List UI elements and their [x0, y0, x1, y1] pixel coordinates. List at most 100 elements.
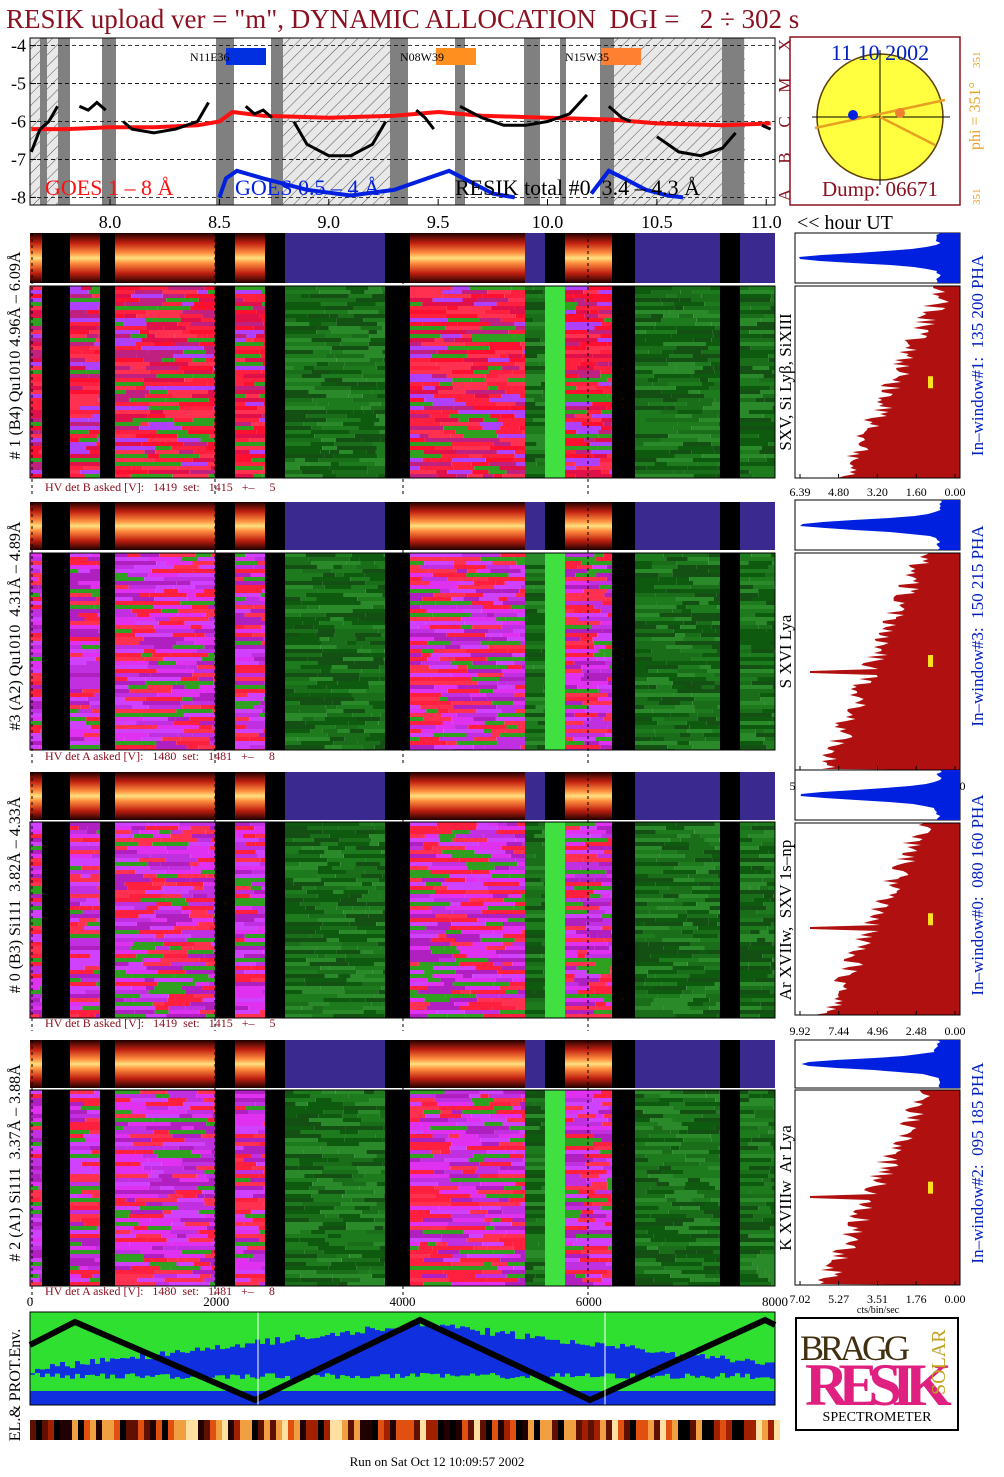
spectrum-cell: [213, 422, 215, 426]
spectrum-cell: [30, 886, 42, 890]
spectrum-cell: [160, 894, 182, 898]
spectrum-cell: [683, 637, 715, 641]
spectrum-cell: [635, 894, 663, 898]
spectrum-cell: [740, 898, 754, 902]
spectrum-cell: [603, 390, 612, 394]
spectrum-cell: [651, 1002, 688, 1006]
spectrum-cell: [525, 697, 545, 701]
spectrum-cell: [209, 1282, 215, 1286]
legend-entry: RESIK total #0 3.4 – 4.3 Å: [455, 175, 700, 200]
spectrum-cell: [471, 378, 485, 382]
spectrum-cell: [321, 1170, 358, 1174]
spectrum-cell: [285, 926, 321, 930]
spectrum-cell: [115, 418, 133, 422]
spectrum-cell: [383, 657, 385, 661]
spectrum-cell: [565, 729, 608, 733]
spectrum-cell: [536, 462, 545, 466]
spectrum-cell: [768, 442, 775, 446]
spectrum-cell: [30, 310, 42, 314]
spectrum-cell: [592, 402, 612, 406]
spectrum-cell: [336, 950, 361, 954]
spectrum-cell: [70, 1094, 100, 1098]
spectrum-cell: [410, 653, 422, 657]
spectrum-cell: [759, 930, 769, 934]
spectrum-cell: [173, 926, 194, 930]
spectrum-cell: [115, 402, 151, 406]
spectrum-cell: [177, 1274, 200, 1278]
spectrum-cell: [635, 302, 663, 306]
spectrum-cell: [302, 990, 345, 994]
spectrum-cell: [534, 990, 545, 994]
spectrum-cell: [172, 633, 196, 637]
spectrum-cell: [285, 334, 325, 338]
spectrum-cell: [381, 633, 385, 637]
spectrum-cell: [82, 1006, 100, 1010]
spectrum-cell: [694, 370, 715, 374]
spectrum-cell: [764, 454, 775, 458]
spectrum-cell: [326, 394, 349, 398]
spectrum-cell: [322, 1010, 364, 1014]
spectrum-cell: [708, 922, 718, 926]
spectrum-cell: [511, 286, 525, 290]
spectrum-cell: [70, 930, 100, 934]
spectrum-cell: [378, 878, 385, 882]
spectrum-cell: [683, 621, 697, 625]
spectrum-cell: [565, 310, 576, 314]
spectrum-cell: [740, 637, 768, 641]
spectrum-cell: [502, 621, 525, 625]
spectrum-cell: [410, 290, 443, 294]
spectrum-cell: [602, 322, 611, 326]
spectrum-cell: [331, 1098, 370, 1102]
spectrum-cell: [191, 834, 215, 838]
spectrum-cell: [533, 418, 545, 422]
spectrum-cell: [488, 386, 498, 390]
spectrum-cell: [144, 1258, 167, 1262]
spectrum-cell: [691, 613, 720, 617]
spectrum-cell: [338, 1214, 361, 1218]
spectrum-cell: [682, 442, 712, 446]
spectrum-cell: [194, 450, 215, 454]
spectrum-cell: [513, 906, 525, 910]
spectrum-cell: [157, 982, 196, 986]
spectrum-cell: [427, 978, 441, 982]
spectrum-cell: [565, 653, 574, 657]
spectrum-cell: [235, 410, 265, 414]
spectrum-cell: [70, 617, 85, 621]
spectrum-cell: [30, 894, 42, 898]
spectrum-cell: [298, 745, 325, 749]
spectrum-cell: [94, 850, 100, 854]
spectrum-cell: [740, 330, 750, 334]
spectrum-cell: [70, 665, 100, 669]
spectrum-cell: [256, 310, 265, 314]
spectrum-cell: [499, 733, 525, 737]
spectrum-cell: [648, 685, 657, 689]
spectrum-cell: [249, 737, 265, 741]
spectrum-cell: [495, 410, 525, 414]
spectrum-cell: [165, 858, 198, 862]
spectrum-cell: [635, 657, 652, 661]
plot-frame: [29, 37, 776, 206]
spectrum-cell: [115, 362, 150, 366]
spectrum-cell: [254, 557, 264, 561]
spectrum-cell: [261, 625, 265, 629]
spectrum-cell: [565, 358, 583, 362]
spectrum-cell: [472, 661, 497, 665]
spectrum-cell: [235, 330, 264, 334]
spectrum-cell: [652, 382, 669, 386]
spectrum-cell: [262, 302, 265, 306]
spectrum-cell: [516, 462, 525, 466]
legend-entry: GOES 1 – 8 Å: [45, 175, 173, 200]
spectrum-cell: [455, 430, 495, 434]
spectrum-cell: [82, 653, 100, 657]
spectrum-cell: [30, 1174, 41, 1178]
spectrum-cell: [740, 286, 750, 290]
spectrum-cell: [705, 737, 720, 741]
spectrum-cell: [766, 629, 775, 633]
spectrum-cell: [430, 870, 472, 874]
spectrum-cell: [360, 950, 373, 954]
spectrum-cell: [317, 629, 336, 633]
spectrum-cell: [115, 1266, 131, 1270]
spectrum-cell: [347, 665, 380, 669]
spectrum-cell: [410, 286, 453, 290]
spectrum-cell: [182, 705, 201, 709]
